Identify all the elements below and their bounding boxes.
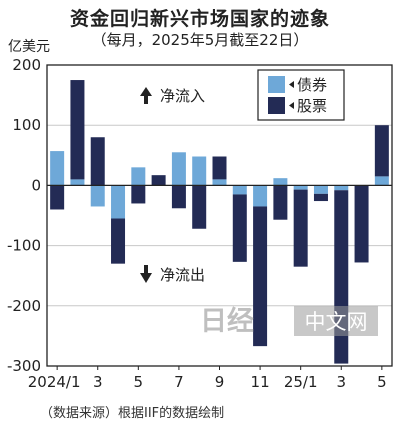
y-tick-label: -200	[7, 297, 41, 315]
bond-bar	[131, 167, 146, 186]
annotation-net-outflow: 净流出	[140, 265, 205, 284]
bond-bar	[273, 178, 288, 186]
bond-bar	[192, 156, 207, 186]
stock-bar	[374, 125, 389, 177]
annotation-outflow-label: 净流出	[160, 266, 205, 284]
stock-bar	[70, 80, 85, 180]
stock-bar	[111, 218, 126, 264]
annotation-inflow-label: 净流入	[160, 87, 205, 105]
legend-label-stock: 股票	[297, 97, 327, 115]
legend-swatch-stock	[268, 97, 285, 114]
y-axis-unit-label: 亿美元	[8, 39, 50, 55]
arrow-up-icon	[140, 87, 152, 104]
bars-group	[50, 80, 389, 364]
watermark-badge	[294, 306, 378, 336]
stock-bar	[232, 194, 247, 262]
bond-bar	[212, 179, 227, 186]
y-tick-label: -100	[7, 237, 41, 255]
legend-label-bond: 债券	[297, 76, 327, 94]
bond-bar	[50, 151, 65, 186]
x-tick-label: 9	[215, 373, 225, 391]
y-tick-label: -300	[7, 357, 41, 375]
data-source-note: （数据来源）根据IIF的数据绘制	[40, 406, 225, 421]
stock-bar	[253, 206, 268, 347]
x-tick-label: 25/1	[284, 373, 318, 391]
arrow-down-icon	[140, 265, 152, 283]
x-tick-labels: 2024/1 3 5 7 9 11 25/1 3 5	[28, 373, 387, 391]
stock-bar	[273, 185, 288, 220]
legend: 债券 股票	[257, 69, 345, 121]
stock-bar	[151, 175, 166, 186]
y-tick-label: 200	[12, 56, 41, 74]
stock-bar	[50, 185, 65, 210]
legend-pointer-icon	[289, 81, 294, 88]
bond-bar	[70, 179, 85, 186]
stock-bar	[212, 156, 227, 180]
x-tick-label: 3	[336, 373, 346, 391]
bond-bar	[334, 185, 349, 191]
y-tick-label: 100	[12, 116, 41, 134]
x-tick-label: 3	[93, 373, 103, 391]
watermark: 日经 中文网	[200, 305, 378, 337]
axes-group	[46, 64, 393, 370]
bond-bar	[293, 185, 308, 190]
annotation-net-inflow: 净流入	[140, 87, 205, 105]
watermark-logo: 日经	[200, 305, 254, 337]
x-tick-label: 5	[134, 373, 144, 391]
bond-bar	[111, 185, 126, 219]
stock-bar	[131, 185, 146, 204]
bond-bar	[313, 185, 328, 194]
stock-bar	[192, 185, 207, 229]
x-tick-label: 5	[377, 373, 387, 391]
legend-pointer-icon	[289, 102, 294, 109]
bond-bar	[90, 185, 105, 207]
stock-bar	[334, 190, 349, 364]
y-tick-labels: 200 100 0 -100 -200 -300	[7, 56, 41, 375]
watermark-site: 中文网	[305, 310, 368, 334]
chart-title: 资金回归新兴市场国家的迹象	[69, 8, 330, 30]
stock-bar	[171, 185, 186, 209]
y-tick-label: 0	[31, 176, 41, 194]
bond-bar	[253, 185, 268, 207]
x-tick-label: 7	[174, 373, 184, 391]
bond-bar	[171, 152, 186, 186]
stock-bar	[90, 137, 105, 186]
x-tick-label: 2024/1	[28, 373, 81, 391]
bond-bar	[374, 176, 389, 186]
stock-bar	[354, 185, 369, 263]
legend-swatch-bond	[268, 76, 285, 93]
stock-bar	[293, 189, 308, 267]
stock-bar	[313, 193, 328, 202]
chart-subtitle: （每月，2025年5月截至22日）	[91, 31, 309, 49]
bond-bar	[232, 185, 247, 195]
x-tick-label: 11	[251, 373, 270, 391]
